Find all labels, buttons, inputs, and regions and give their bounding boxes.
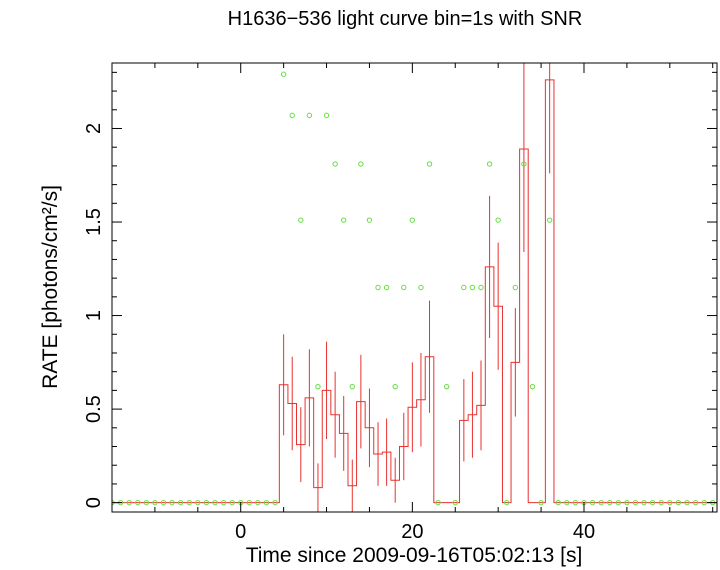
snr-point xyxy=(212,499,218,506)
snr-point xyxy=(461,284,467,291)
snr-point xyxy=(667,499,673,506)
snr-point xyxy=(504,499,510,506)
axes-layer: 0 20 40 0 0.5 1 1.5 2 xyxy=(83,63,717,543)
x-axis-label: Time since 2009-09-16T05:02:13 [s] xyxy=(246,544,583,567)
snr-point xyxy=(538,499,544,506)
snr-point xyxy=(435,499,441,506)
snr-point xyxy=(546,217,553,223)
snr-point xyxy=(512,284,519,291)
series-layer xyxy=(112,63,717,512)
snr-point xyxy=(358,161,364,167)
snr-point xyxy=(135,499,141,506)
snr-point xyxy=(366,217,373,223)
x-tick-label: 0 xyxy=(235,521,246,543)
chart-title: H1636−536 light curve bin=1s with SNR xyxy=(228,8,583,30)
snr-point xyxy=(195,499,201,506)
snr-point xyxy=(521,161,527,167)
snr-point xyxy=(564,499,570,506)
snr-point xyxy=(255,499,261,506)
snr-point xyxy=(306,112,313,119)
snr-point xyxy=(280,71,287,77)
snr-point xyxy=(375,284,381,291)
snr-point xyxy=(323,112,330,119)
snr-point xyxy=(598,499,604,506)
snr-point xyxy=(701,499,707,506)
snr-point xyxy=(246,499,253,506)
snr-point xyxy=(692,499,699,506)
snr-point xyxy=(177,499,184,506)
snr-point xyxy=(452,499,458,506)
snr-point xyxy=(632,499,639,506)
snr-point xyxy=(529,383,536,390)
snr-point xyxy=(572,499,579,506)
snr-point xyxy=(169,499,175,506)
snr-point xyxy=(409,217,416,223)
snr-point xyxy=(443,383,450,390)
snr-point xyxy=(220,499,227,506)
snr-point xyxy=(332,161,338,167)
snr-point xyxy=(126,499,132,506)
snr-point xyxy=(186,499,192,506)
snr-point xyxy=(641,499,647,506)
snr-point xyxy=(203,499,210,506)
snr-point xyxy=(624,499,630,506)
snr-point xyxy=(143,499,150,506)
y-tick-label: 1.5 xyxy=(83,208,105,236)
snr-point xyxy=(383,284,390,291)
snr-point xyxy=(298,217,304,223)
snr-point xyxy=(349,383,355,390)
snr-point xyxy=(152,499,158,506)
snr-point xyxy=(684,499,690,506)
snr-point xyxy=(649,499,656,506)
snr-point xyxy=(607,499,613,506)
y-tick-label: 2 xyxy=(83,123,105,134)
snr-point xyxy=(555,499,561,506)
y-axis-label: RATE [photons/cm²/s] xyxy=(39,185,62,389)
snr-point xyxy=(486,161,493,167)
snr-point xyxy=(615,499,622,506)
rate-step-line xyxy=(112,79,717,504)
snr-point xyxy=(658,499,664,506)
y-tick-label: 0.5 xyxy=(83,395,105,423)
snr-point xyxy=(401,284,407,291)
snr-point xyxy=(469,284,476,291)
snr-point xyxy=(160,499,167,506)
snr-point xyxy=(392,383,398,390)
snr-point xyxy=(263,499,270,506)
snr-point xyxy=(272,499,278,506)
snr-point xyxy=(315,383,321,390)
y-tick-label: 0 xyxy=(83,497,105,508)
snr-point xyxy=(589,499,596,506)
snr-point xyxy=(478,284,484,291)
snr-point xyxy=(229,499,235,506)
y-tick-label: 1 xyxy=(83,310,105,321)
snr-point xyxy=(495,217,501,223)
x-tick-label: 40 xyxy=(573,521,595,543)
snr-point xyxy=(675,499,682,506)
x-tick-label: 20 xyxy=(401,521,423,543)
snr-point xyxy=(289,112,295,119)
plot-frame xyxy=(111,62,718,513)
snr-point xyxy=(426,161,433,167)
snr-point xyxy=(341,217,347,223)
snr-point xyxy=(418,284,424,291)
